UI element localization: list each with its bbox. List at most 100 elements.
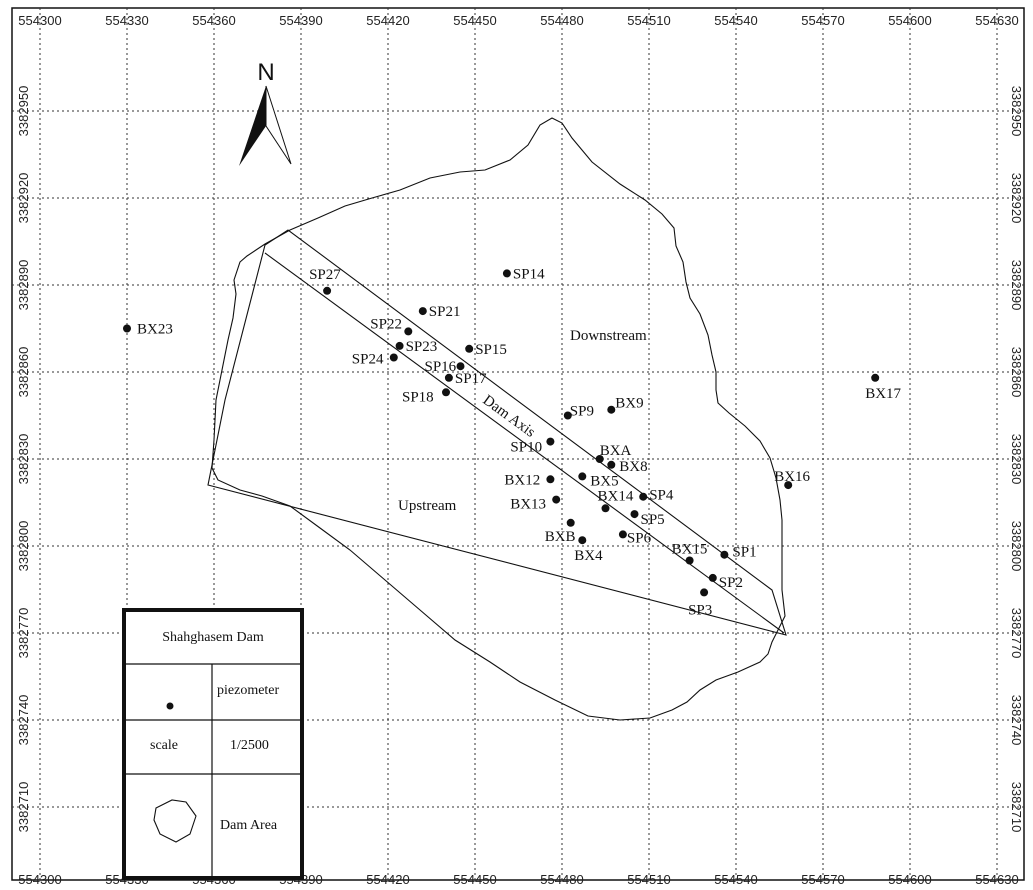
north-arrow-light-half <box>265 85 292 165</box>
piezometer-marker <box>546 475 555 484</box>
x-tick-label-top: 554420 <box>366 13 409 28</box>
piezometer-marker <box>618 530 627 539</box>
x-tick-label-top: 554540 <box>714 13 757 28</box>
piezometer-marker <box>630 510 639 519</box>
piezometer-marker <box>700 588 709 597</box>
piezometer-label: BXA <box>600 443 632 459</box>
piezometer-marker <box>578 472 587 481</box>
piezometer-marker <box>601 504 610 513</box>
piezometer-marker <box>720 550 729 559</box>
x-tick-label-top: 554300 <box>18 13 61 28</box>
north-label: N <box>257 59 274 86</box>
piezometer-marker <box>465 344 474 353</box>
piezometer-marker <box>552 495 561 504</box>
piezometer-marker <box>395 341 404 350</box>
piezometer-marker <box>607 405 616 414</box>
piezometer-label: SP6 <box>627 530 652 546</box>
piezometer-marker <box>578 536 587 545</box>
piezometer-label: SP2 <box>719 575 743 591</box>
legend: Shahghasem Dam piezometer scale 1/2500 D… <box>122 608 304 880</box>
piezometer-label: BX14 <box>598 488 634 504</box>
piezometer-marker <box>123 324 131 333</box>
x-tick-label-top: 554510 <box>627 13 670 28</box>
y-tick-label-left: 3382860 <box>16 347 31 398</box>
piezometer-label: BX16 <box>774 469 810 485</box>
axis-tick-labels: 5543005543005543305543305543605543605543… <box>16 13 1024 887</box>
legend-box <box>122 608 304 880</box>
piezometer-marker <box>685 556 694 565</box>
piezometer-label: BX23 <box>137 322 173 338</box>
piezometer-label: BXB <box>545 529 576 545</box>
piezometer-marker <box>563 411 572 420</box>
x-tick-label-bottom: 554300 <box>18 872 61 887</box>
piezometer-label: SP24 <box>352 352 384 368</box>
north-arrow: N <box>239 59 292 166</box>
y-tick-label-left: 3382890 <box>16 260 31 311</box>
x-tick-label-bottom: 554450 <box>453 872 496 887</box>
downstream-label: Downstream <box>570 328 647 344</box>
piezometer-marker <box>456 362 465 371</box>
x-tick-label-top: 554390 <box>279 13 322 28</box>
y-tick-label-right: 3382830 <box>1009 434 1024 485</box>
legend-dam-area-icon <box>153 799 197 843</box>
legend-piezometer-dot <box>166 702 174 710</box>
piezometer-marker <box>404 327 413 336</box>
x-tick-label-top: 554630 <box>975 13 1018 28</box>
x-tick-label-top: 554480 <box>540 13 583 28</box>
piezometer-label: SP18 <box>402 389 434 405</box>
piezometer-label: SP17 <box>455 371 487 387</box>
piezometer-marker <box>708 573 717 582</box>
piezometer-marker <box>418 307 427 316</box>
piezometer-label: SP10 <box>510 440 542 456</box>
piezometer-label: SP14 <box>513 266 545 282</box>
piezometer-marker <box>546 437 555 446</box>
piezometer-marker <box>595 455 604 463</box>
piezometer-label: SP9 <box>570 404 594 420</box>
piezometer-label: BX13 <box>510 497 546 513</box>
x-tick-label-top: 554450 <box>453 13 496 28</box>
piezometer-marker <box>871 373 880 382</box>
x-tick-label-top: 554360 <box>192 13 235 28</box>
piezometer-label: BX15 <box>672 542 708 558</box>
piezometer-marker <box>607 460 616 469</box>
piezometer-marker <box>442 388 450 397</box>
x-tick-label-bottom: 554630 <box>975 872 1018 887</box>
y-tick-label-right: 3382770 <box>1009 608 1024 659</box>
piezometer-marker <box>502 269 511 278</box>
y-tick-label-left: 3382830 <box>16 434 31 485</box>
piezometer-label: BX17 <box>865 386 901 402</box>
piezometer-label: BX9 <box>615 396 643 412</box>
piezometer-label: BX5 <box>590 473 618 489</box>
upstream-label: Upstream <box>398 498 457 514</box>
piezometer-label: SP1 <box>732 545 756 561</box>
piezometer-label: SP16 <box>425 359 457 375</box>
x-tick-label-top: 554330 <box>105 13 148 28</box>
x-tick-label-top: 554570 <box>801 13 844 28</box>
x-tick-label-bottom: 554540 <box>714 872 757 887</box>
legend-title: Shahghasem Dam <box>162 630 264 645</box>
legend-piezometer-label: piezometer <box>217 683 280 698</box>
dam-area-outline <box>211 117 786 721</box>
piezometer-label: SP21 <box>429 304 461 320</box>
piezometer-marker <box>323 286 332 295</box>
piezometer-label: SP15 <box>475 342 507 358</box>
dam-axis-line <box>264 252 785 634</box>
legend-scale-label: scale <box>150 738 178 753</box>
y-tick-label-left: 3382800 <box>16 521 31 572</box>
x-tick-label-bottom: 554420 <box>366 872 409 887</box>
y-tick-label-left: 3382710 <box>16 782 31 833</box>
piezometer-label: SP3 <box>688 602 712 618</box>
piezometer-marker <box>566 518 575 527</box>
x-tick-label-top: 554600 <box>888 13 931 28</box>
y-tick-label-left: 3382740 <box>16 695 31 746</box>
north-arrow-dark-half <box>239 86 266 166</box>
dam-axis-strip <box>207 229 787 636</box>
x-tick-label-bottom: 554600 <box>888 872 931 887</box>
piezometer-marker <box>444 373 453 382</box>
piezometer-label: SP22 <box>370 316 402 332</box>
y-tick-label-right: 3382740 <box>1009 695 1024 746</box>
y-tick-label-right: 3382710 <box>1009 782 1024 833</box>
y-tick-label-right: 3382860 <box>1009 347 1024 398</box>
y-tick-label-left: 3382950 <box>16 86 31 137</box>
